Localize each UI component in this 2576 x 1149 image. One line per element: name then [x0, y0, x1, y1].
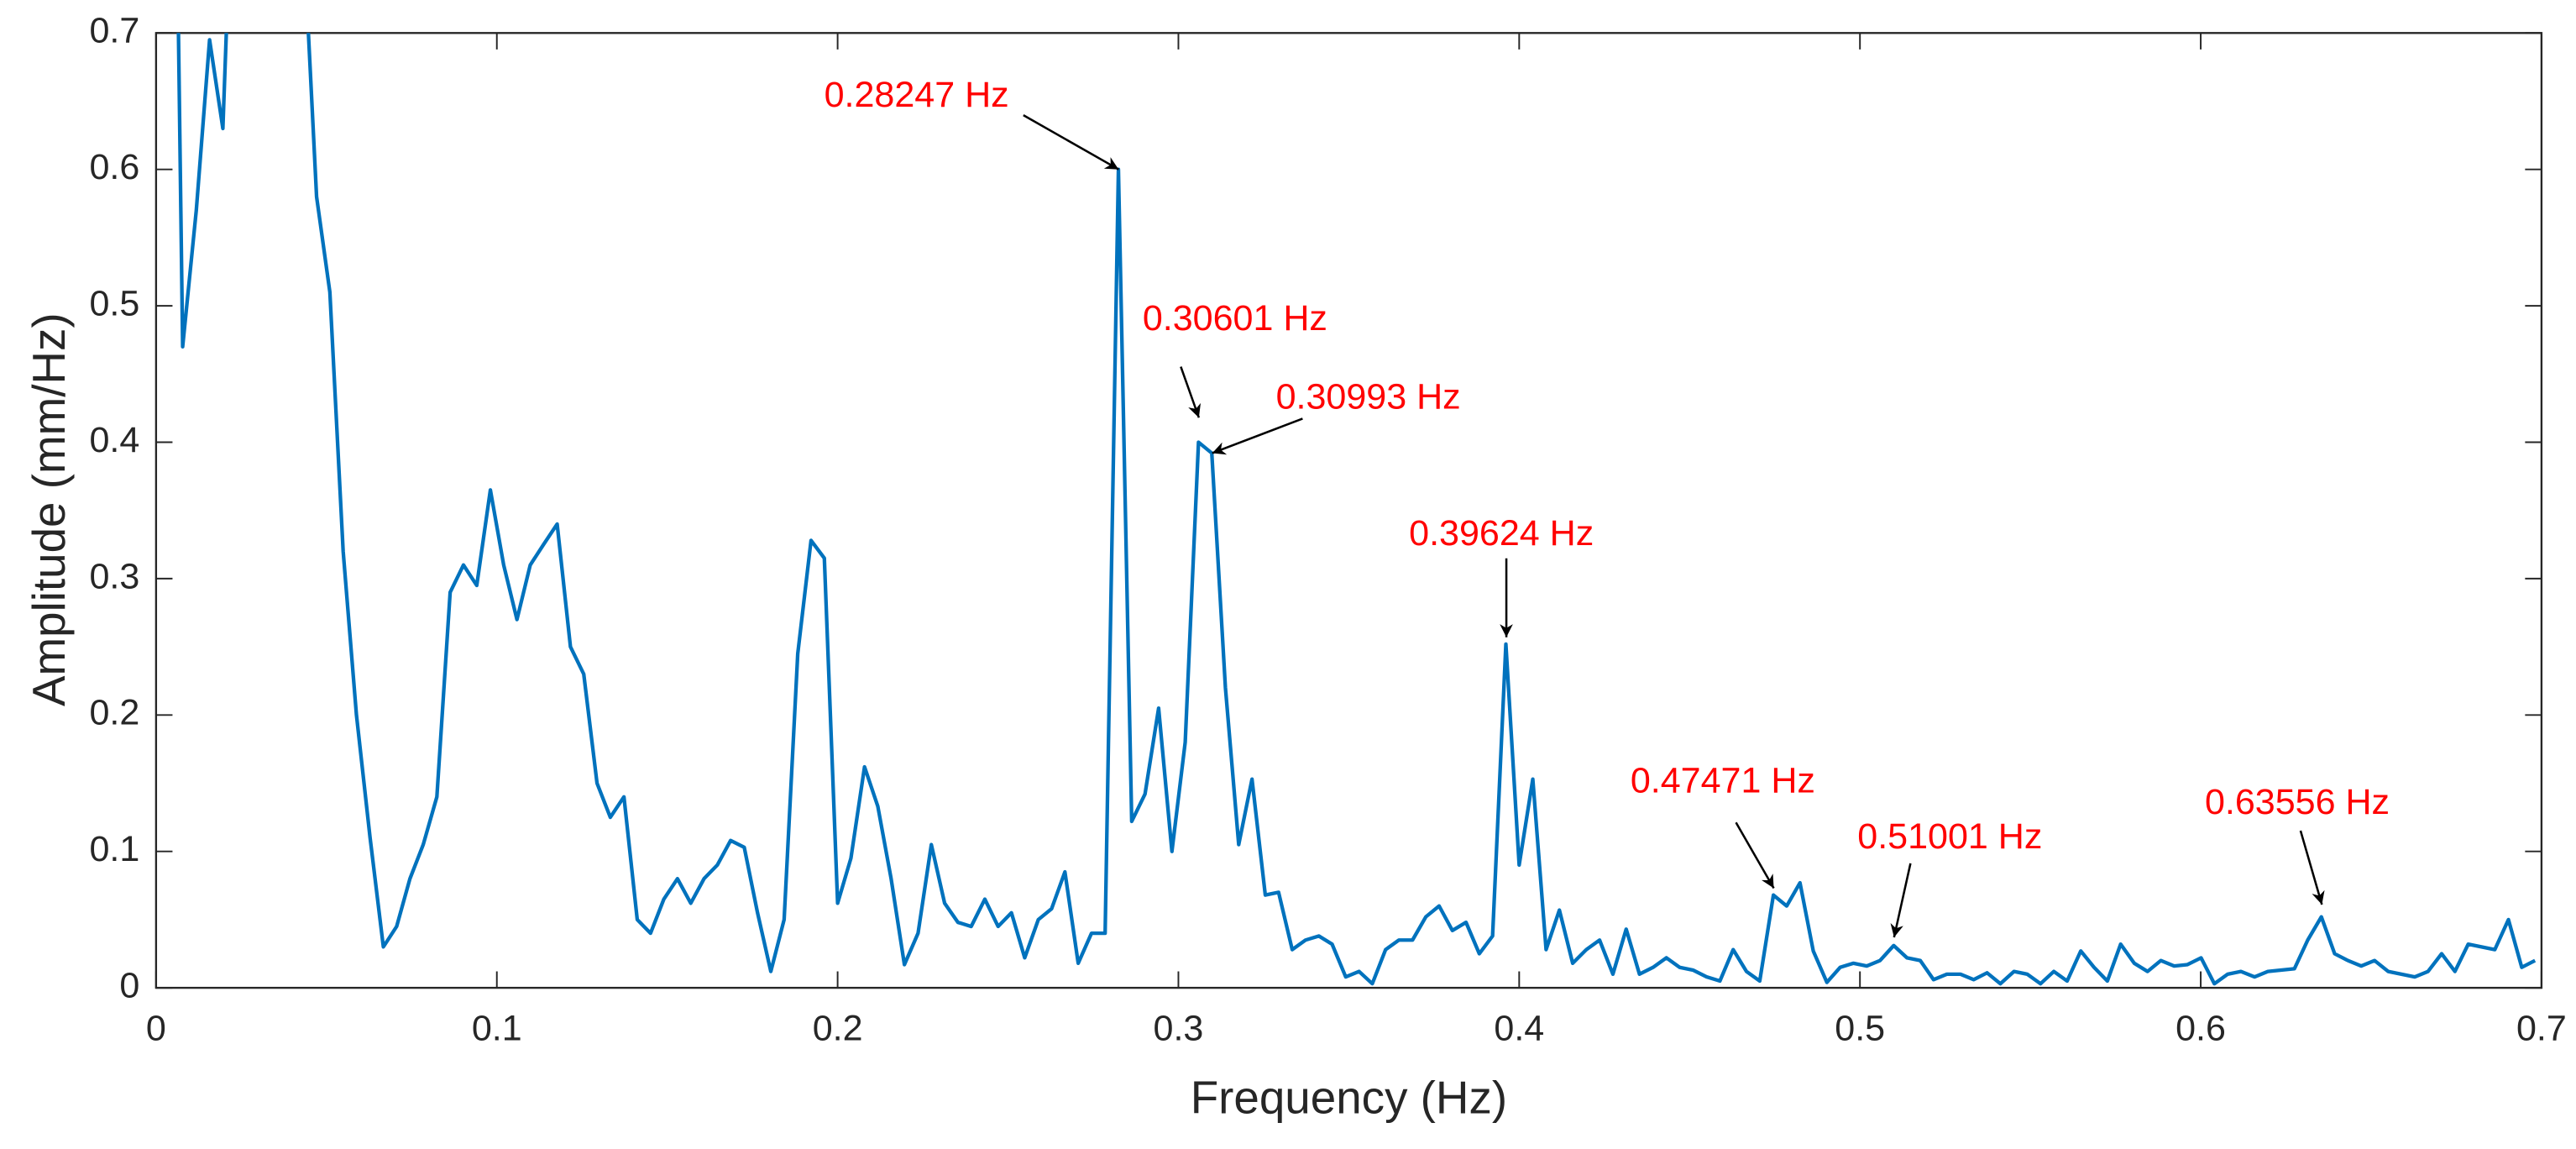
x-tick-label: 0.6	[2175, 1008, 2226, 1048]
annotation-arrow	[1890, 863, 1912, 938]
y-tick-label: 0.1	[89, 829, 139, 869]
y-tick-label: 0.4	[89, 420, 139, 460]
annotation-arrow	[1212, 417, 1303, 455]
x-tick-label: 0.4	[1494, 1008, 1544, 1048]
y-tick-label: 0.5	[89, 283, 139, 323]
annotation-label: 0.63556 Hz	[2205, 782, 2390, 822]
annotation-arrow	[1735, 821, 1775, 889]
spectrum-line	[176, 33, 2537, 986]
annotation-label: 0.30601 Hz	[1143, 298, 1327, 338]
y-tick-label: 0.7	[89, 11, 139, 51]
x-tick-label: 0	[146, 1008, 166, 1048]
x-tick-label: 0.2	[813, 1008, 863, 1048]
y-tick-label: 0.6	[89, 147, 139, 187]
annotation-label: 0.39624 Hz	[1409, 513, 1594, 554]
annotation-arrow	[2299, 830, 2325, 905]
x-tick-label: 0.5	[1835, 1008, 1885, 1048]
x-tick-label: 0.3	[1154, 1008, 1204, 1048]
annotation-label: 0.51001 Hz	[1857, 816, 2042, 857]
y-tick-label: 0.2	[89, 693, 139, 733]
y-tick-label: 0.3	[89, 556, 139, 596]
annotation-arrow	[1023, 114, 1119, 171]
annotation-label: 0.47471 Hz	[1631, 761, 1815, 801]
annotation-label: 0.30993 Hz	[1276, 376, 1461, 417]
y-tick-label: 0	[119, 965, 139, 1005]
y-axis-label: Amplitude (mm/Hz)	[23, 312, 75, 706]
annotation-arrow	[1180, 366, 1201, 418]
x-tick-label: 0.1	[472, 1008, 522, 1048]
annotation-label: 0.28247 Hz	[825, 75, 1009, 115]
x-axis-label: Frequency (Hz)	[1191, 1072, 1507, 1124]
plot-frame	[154, 32, 2543, 989]
x-tick-label: 0.7	[2516, 1008, 2567, 1048]
